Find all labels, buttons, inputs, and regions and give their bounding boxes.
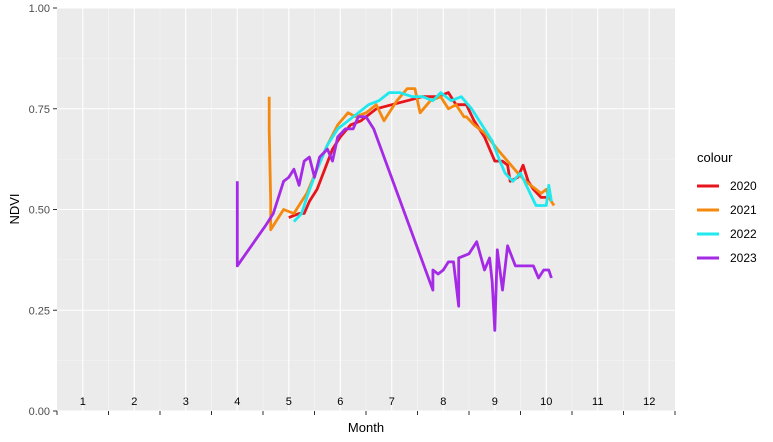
x-tick-label: 5 [286,396,292,408]
x-axis-title: Month [348,420,384,435]
x-tick-label: 8 [440,396,446,408]
legend-label-2020: 2020 [730,179,757,193]
x-tick-label: 10 [540,396,552,408]
series-line-2021 [267,87,556,232]
legend-label-2021: 2021 [730,203,757,217]
y-tick-label: 0.00 [29,406,50,418]
legend-label-2023: 2023 [730,251,757,265]
legend-label-2022: 2022 [730,227,757,241]
series-layer [235,87,556,332]
x-tick-label: 2 [131,396,137,408]
x-tick-label: 7 [389,396,395,408]
x-tick-labels: 1 2 3 4 5 6 7 8 9 10 11 12 [56,396,676,415]
x-tick-label: 1 [80,396,86,408]
y-tick-label: 1.00 [29,3,50,15]
x-tick-label: 9 [492,396,498,408]
series-line-2023 [235,115,553,332]
x-tick-label: 12 [643,396,655,408]
y-axis: 0.00 0.25 0.50 0.75 1.00 [29,3,57,418]
legend-items: 2020 2021 2022 2023 [697,179,757,265]
y-tick-label: 0.50 [29,205,50,217]
legend: colour 2020 2021 2022 2023 [697,150,757,265]
x-tick-label: 6 [337,396,343,408]
x-tick-label: 3 [183,396,189,408]
legend-title: colour [697,150,733,165]
series-line-2022 [292,91,553,223]
x-tick-label: 4 [234,396,240,408]
y-tick-label: 0.75 [29,104,50,116]
x-tick-label: 11 [592,396,603,408]
y-tick-label: 0.25 [29,305,50,317]
y-axis-title: NDVI [7,193,22,224]
